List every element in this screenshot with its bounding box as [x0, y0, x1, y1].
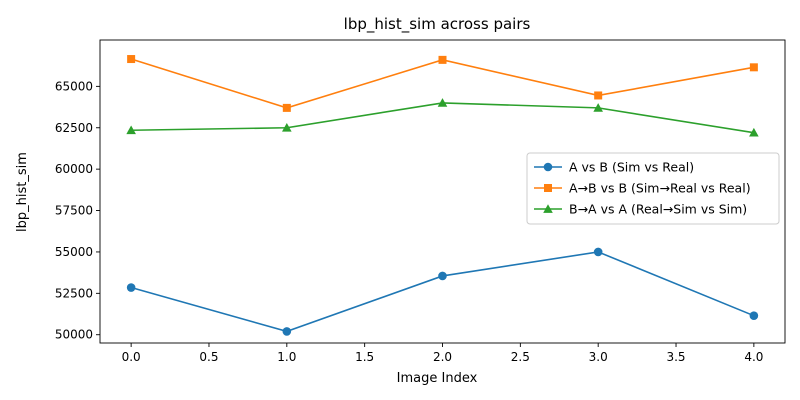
- data-point-circle: [438, 271, 447, 281]
- data-point-triangle: [437, 98, 448, 107]
- plot-area: 0.0 0.5 1.0 1.5 2.0 2.5 3.0 3.5 4.0 50000 52500 550…: [55, 39, 786, 364]
- data-point-square: [282, 103, 291, 112]
- legend-item: B→A vs A (Real→Sim vs Sim): [534, 202, 747, 217]
- data-point-square: [544, 184, 552, 192]
- y-axis-label: lbp_hist_sim: [15, 152, 30, 232]
- y-tick-label: 65000: [55, 79, 93, 93]
- legend-box: [526, 152, 780, 225]
- data-point-circle: [749, 311, 759, 320]
- series-2: [127, 55, 758, 112]
- y-tick-label: 60000: [55, 162, 93, 176]
- legend-label: A→B vs B (Sim→Real vs Real): [569, 181, 751, 196]
- data-point-square: [127, 55, 136, 64]
- x-tick-label: 0.0: [122, 350, 141, 364]
- x-tick-label: 1.5: [355, 350, 374, 364]
- y-tick-label: 57500: [55, 204, 93, 218]
- legend-item: A→B vs B (Sim→Real vs Real): [534, 181, 751, 196]
- series-3: [126, 98, 759, 137]
- data-point-triangle: [126, 125, 136, 135]
- y-tick-label: 55000: [55, 245, 93, 259]
- chart-title: lbp_hist_sim across pairs: [344, 15, 531, 34]
- data-point-circle: [126, 283, 136, 292]
- legend-item: A vs B (Sim vs Real): [534, 160, 694, 175]
- legend-label: A vs B (Sim vs Real): [569, 160, 694, 175]
- data-point-circle: [543, 162, 553, 172]
- legend: A vs B (Sim vs Real) A→B vs B (Sim→Real v…: [526, 152, 780, 225]
- data-point-square: [749, 63, 758, 72]
- x-tick-label: 2.0: [433, 350, 452, 364]
- x-tick-label: 3.0: [589, 350, 608, 364]
- x-tick-label: 3.5: [666, 350, 685, 364]
- legend-label: B→A vs A (Real→Sim vs Sim): [569, 202, 747, 217]
- data-point-triangle: [282, 122, 292, 132]
- data-point-triangle: [543, 204, 553, 213]
- y-tick-label: 52500: [55, 286, 93, 300]
- data-point-triangle: [749, 127, 759, 137]
- data-point-circle: [593, 247, 603, 257]
- x-tick-label: 0.5: [199, 350, 218, 364]
- x-axis-label: Image Index: [397, 371, 478, 386]
- x-tick-label: 1.0: [277, 350, 296, 364]
- x-tick-label: 2.5: [511, 350, 530, 364]
- series-1: [126, 247, 759, 336]
- x-tick-label: 4.0: [744, 350, 763, 364]
- y-tick-label: 62500: [55, 121, 93, 135]
- data-point-triangle: [593, 103, 603, 112]
- data-point-circle: [282, 327, 292, 336]
- y-tick-label: 50000: [55, 328, 93, 342]
- data-point-square: [594, 91, 603, 100]
- data-point-square: [438, 55, 447, 64]
